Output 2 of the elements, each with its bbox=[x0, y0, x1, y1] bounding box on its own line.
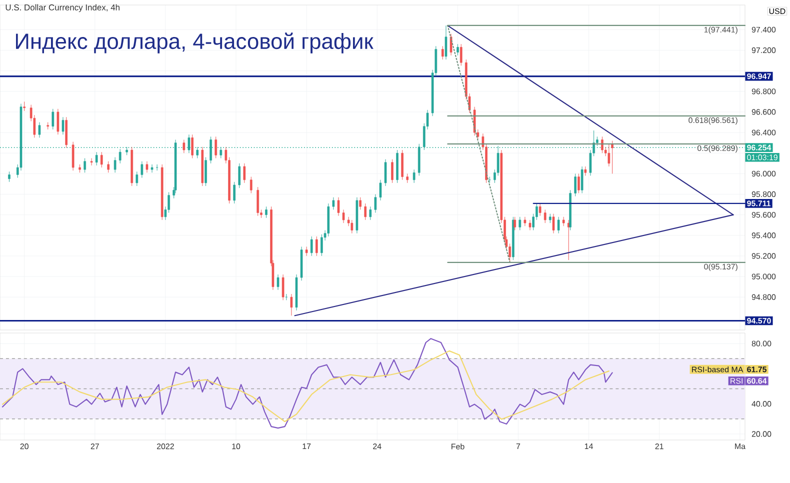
text: Индекс доллара, 4-часовой график bbox=[16, 32, 374, 54]
chart-subtitle: U.S. Dollar Currency Index, 4h bbox=[6, 4, 120, 12]
